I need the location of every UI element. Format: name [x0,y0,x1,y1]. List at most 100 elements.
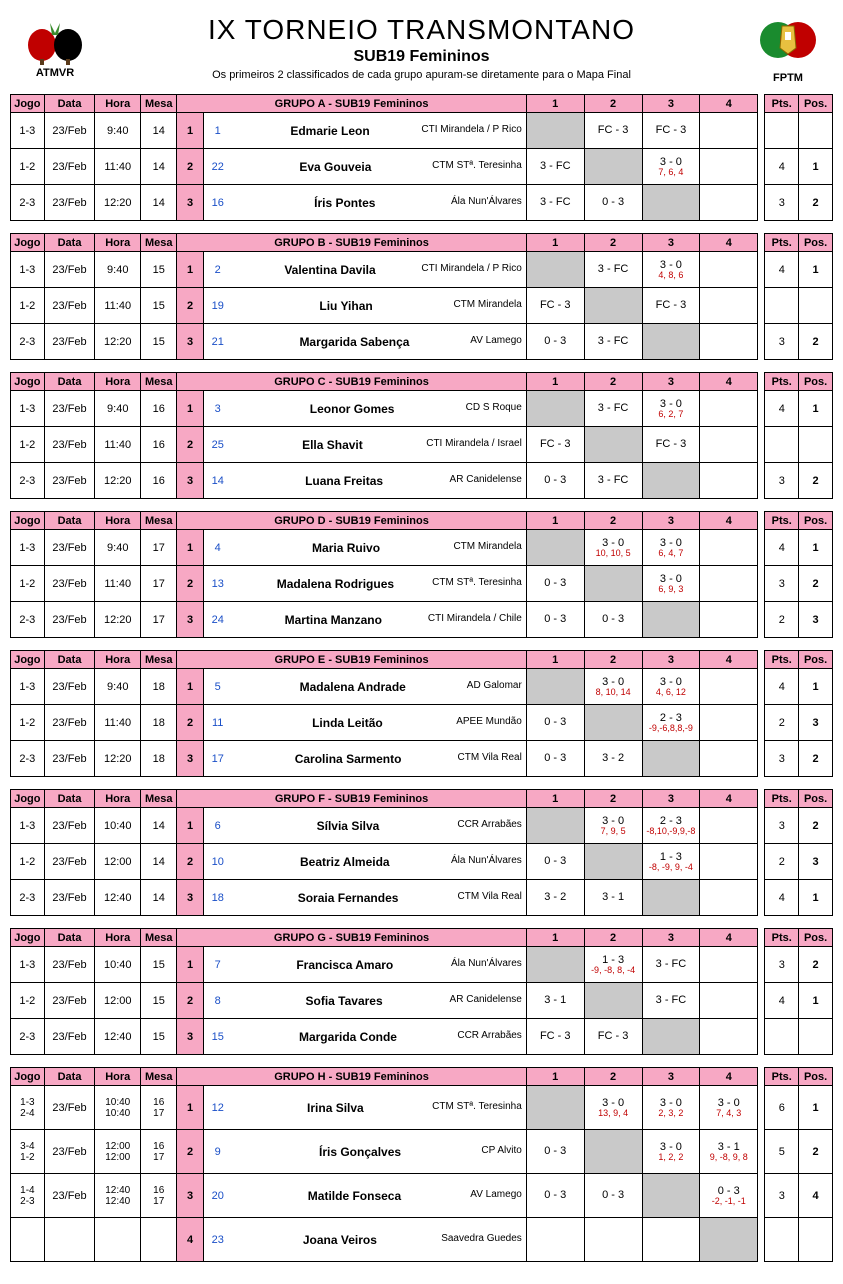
points-cell: 4 [765,252,799,288]
hdr-jogo: Jogo [11,512,45,530]
sched-jogo: 2-3 [11,324,45,360]
sched-mesa: 15 [141,288,177,324]
result-cell: FC - 3 [642,427,700,463]
hdr-c3: 3 [642,929,700,947]
player-name-cell: Carolina Sarmento CTM Vila Real [235,741,527,777]
hdr-hora: Hora [95,1068,141,1086]
position-cell: 2 [799,1130,833,1174]
hdr-c1: 1 [526,790,584,808]
diagonal-cell [584,983,642,1019]
hdr-pts: Pts. [765,95,799,113]
player-number: 3 [203,391,234,427]
player-number: 15 [203,1019,234,1055]
result-cell: 3 - 19, -8, 9, 8 [700,1130,758,1174]
sched-hora: 9:40 [95,530,141,566]
logo-left: ATMVR [10,15,100,79]
player-name-cell: Luana Freitas AR Canidelense [235,463,527,499]
hdr-pts: Pts. [765,373,799,391]
result-cell [526,1218,584,1262]
result-cell: 0 - 3 [526,705,584,741]
sched-jogo: 1-32-4 [11,1086,45,1130]
logo-right-caption: FPTM [743,72,833,84]
diagonal-cell [642,463,700,499]
group-title: GRUPO E - SUB19 Femininos [177,651,527,669]
sched-mesa: 15 [141,324,177,360]
hdr-hora: Hora [95,512,141,530]
group-title: GRUPO H - SUB19 Femininos [177,1068,527,1086]
sched-mesa: 14 [141,880,177,916]
group-header-row: Jogo Data Hora Mesa GRUPO E - SUB19 Femi… [11,651,833,669]
result-cell [700,947,758,983]
sched-jogo: 1-2 [11,149,45,185]
hdr-jogo: Jogo [11,234,45,252]
player-row: 4 23 Joana Veiros Saavedra Guedes [11,1218,833,1262]
sched-jogo: 1-3 [11,669,45,705]
player-number: 4 [203,530,234,566]
diagonal-cell [526,947,584,983]
sched-jogo [11,1218,45,1262]
sched-hora: 12:20 [95,463,141,499]
hdr-pts: Pts. [765,651,799,669]
result-cell: FC - 3 [642,288,700,324]
player-row: 2-3 23/Feb 12:20 16 3 14 Luana Freitas A… [11,463,833,499]
position-cell: 3 [799,602,833,638]
hdr-c1: 1 [526,1068,584,1086]
points-cell: 3 [765,566,799,602]
group-title: GRUPO G - SUB19 Femininos [177,929,527,947]
result-cell: 3 - FC [642,983,700,1019]
result-cell [700,566,758,602]
sched-jogo: 2-3 [11,185,45,221]
diagonal-cell [584,149,642,185]
group-title: GRUPO C - SUB19 Femininos [177,373,527,391]
player-row: 1-3 23/Feb 9:40 16 1 3 Leonor Gomes CD S… [11,391,833,427]
diagonal-cell [526,669,584,705]
hdr-pts: Pts. [765,929,799,947]
hdr-hora: Hora [95,373,141,391]
player-number: 9 [203,1130,234,1174]
player-row: 2-3 23/Feb 12:20 18 3 17 Carolina Sarmen… [11,741,833,777]
result-cell [700,808,758,844]
player-name-cell: Liu Yihan CTM Mirandela [235,288,527,324]
player-number: 19 [203,288,234,324]
hdr-pts: Pts. [765,1068,799,1086]
result-cell: 3 - 07, 9, 5 [584,808,642,844]
group-table: Jogo Data Hora Mesa GRUPO B - SUB19 Femi… [10,233,833,360]
diagonal-cell [584,705,642,741]
diagonal-cell [526,1086,584,1130]
result-cell: 3 - FC [584,391,642,427]
sched-hora: 9:40 [95,669,141,705]
sched-hora: 12:00 [95,983,141,1019]
diagonal-cell [700,1218,758,1262]
sched-data: 23/Feb [44,1130,95,1174]
hdr-c1: 1 [526,651,584,669]
hdr-pos: Pos. [799,790,833,808]
player-name-cell: Beatriz Almeida Ála Nun'Álvares [235,844,527,880]
position-cell: 2 [799,463,833,499]
result-cell: 3 - FC [526,185,584,221]
sched-mesa: 1617 [141,1130,177,1174]
hdr-pos: Pos. [799,512,833,530]
position-cell [799,1019,833,1055]
result-cell [700,391,758,427]
seed-cell: 3 [177,602,204,638]
sched-hora: 12:40 [95,1019,141,1055]
result-cell: 0 - 3 [526,602,584,638]
player-row: 1-2 23/Feb 11:40 15 2 19 Liu Yihan CTM M… [11,288,833,324]
sched-hora: 12:20 [95,602,141,638]
sched-data: 23/Feb [44,288,95,324]
logo-left-caption: ATMVR [10,67,100,79]
sched-jogo: 1-3 [11,252,45,288]
result-cell: FC - 3 [526,1019,584,1055]
hdr-c4: 4 [700,512,758,530]
position-cell [799,113,833,149]
result-cell: 3 - FC [584,252,642,288]
player-number: 10 [203,844,234,880]
result-cell: 0 - 3 [526,324,584,360]
hdr-data: Data [44,1068,95,1086]
sched-jogo: 1-2 [11,844,45,880]
player-name-cell: Irina Silva CTM STª. Teresinha [235,1086,527,1130]
seed-cell: 3 [177,463,204,499]
result-cell: 3 - 04, 6, 12 [642,669,700,705]
result-cell: 3 - 2 [584,741,642,777]
sched-jogo: 3-41-2 [11,1130,45,1174]
